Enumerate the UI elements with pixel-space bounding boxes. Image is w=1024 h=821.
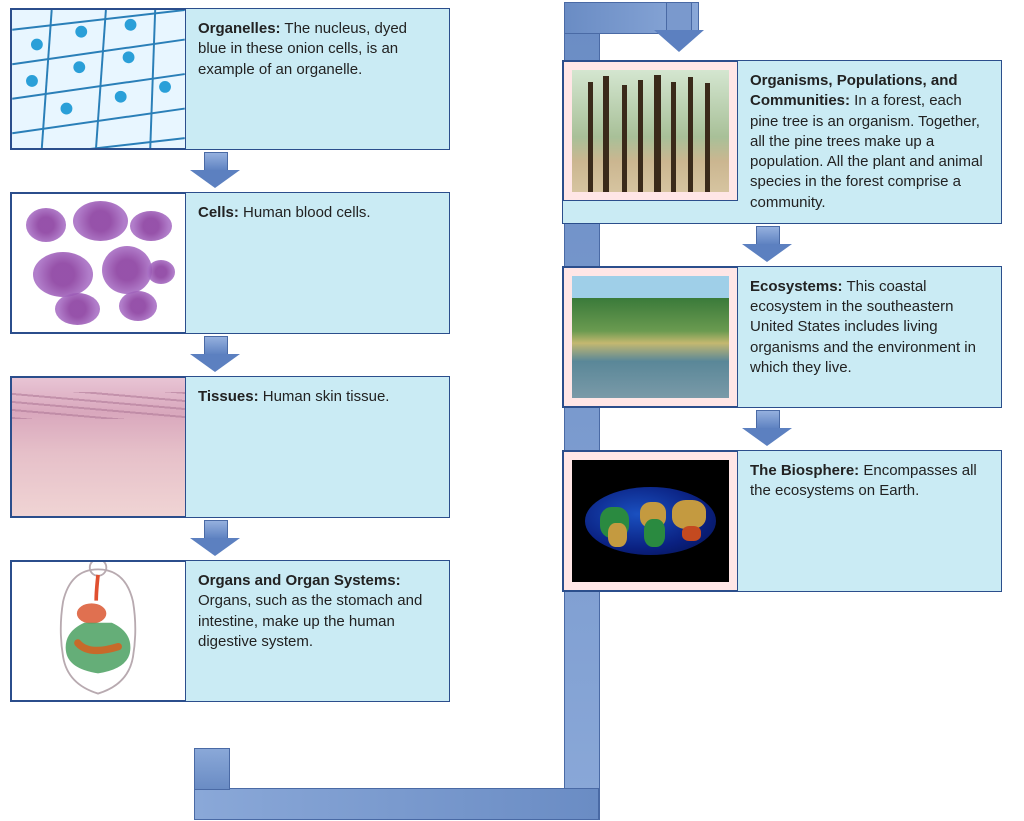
thumb-organelles [11, 9, 186, 149]
title-biosphere: The Biosphere: [750, 462, 859, 479]
title-tissues: Tissues: [198, 388, 259, 405]
connector-arrowhead-icon [654, 30, 704, 52]
right-column: Organisms, Populations, and Communities:… [562, 60, 1002, 592]
card-text-organs: Organs and Organ Systems: Organs, such a… [186, 561, 449, 701]
desc-cells: Human blood cells. [239, 204, 371, 221]
card-ecosystems: Ecosystems: This coastal ecosystem in th… [562, 266, 1002, 408]
card-biosphere: The Biosphere: Encompasses all the ecosy… [562, 450, 1002, 592]
card-text-cells: Cells: Human blood cells. [186, 193, 449, 333]
thumb-organisms [563, 61, 738, 201]
connector-horizontal-bottom [194, 788, 599, 820]
desc-tissues: Human skin tissue. [259, 388, 390, 405]
title-organs: Organs and Organ Systems: [198, 572, 401, 589]
arrow-down-icon [742, 410, 792, 448]
arrow-down-icon [190, 520, 240, 558]
desc-organs: Organs, such as the stomach and intestin… [198, 592, 422, 650]
arrow-down-icon [742, 226, 792, 264]
thumb-tissues [11, 377, 186, 517]
card-text-organelles: Organelles: The nucleus, dyed blue in th… [186, 9, 449, 149]
connector-vertical-left [194, 748, 230, 790]
arrow-down-icon [190, 152, 240, 190]
card-text-biosphere: The Biosphere: Encompasses all the ecosy… [738, 451, 1001, 591]
card-cells: Cells: Human blood cells. [10, 192, 450, 334]
card-text-organisms: Organisms, Populations, and Communities:… [738, 61, 1001, 223]
title-cells: Cells: [198, 204, 239, 221]
card-text-tissues: Tissues: Human skin tissue. [186, 377, 449, 517]
card-organisms: Organisms, Populations, and Communities:… [562, 60, 1002, 224]
card-tissues: Tissues: Human skin tissue. [10, 376, 450, 518]
card-text-ecosystems: Ecosystems: This coastal ecosystem in th… [738, 267, 1001, 407]
arrow-down-icon [190, 336, 240, 374]
title-organelles: Organelles: [198, 20, 281, 37]
left-column: Organelles: The nucleus, dyed blue in th… [10, 8, 450, 702]
thumb-biosphere [563, 451, 738, 591]
title-ecosystems: Ecosystems: [750, 278, 843, 295]
card-organs: Organs and Organ Systems: Organs, such a… [10, 560, 450, 702]
thumb-ecosystems [563, 267, 738, 407]
thumb-cells [11, 193, 186, 333]
thumb-organs [11, 561, 186, 701]
card-organelles: Organelles: The nucleus, dyed blue in th… [10, 8, 450, 150]
connector-arrow-stem [666, 2, 692, 32]
desc-organisms: In a forest, each pine tree is an organi… [750, 92, 983, 210]
